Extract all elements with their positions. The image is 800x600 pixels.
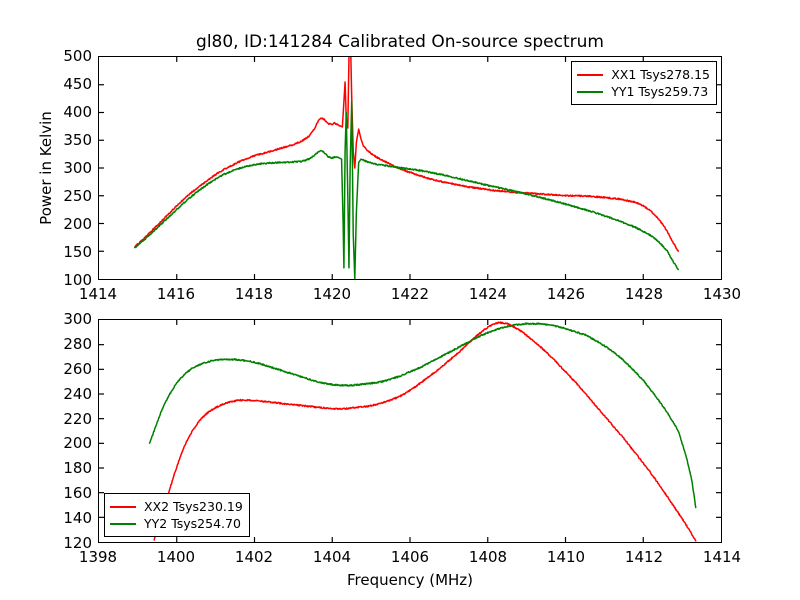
legend-swatch-xx1 (577, 73, 604, 76)
y-tick-label: 400 (63, 103, 92, 121)
x-tick-label: 1402 (234, 548, 274, 566)
y-tick-label: 140 (63, 509, 92, 528)
series-group (135, 57, 678, 279)
x-tick-label: 1412 (624, 548, 664, 566)
bottom-spectrum-plot (99, 320, 721, 542)
x-tick-label: 1404 (312, 548, 352, 566)
y-tick-label: 200 (63, 434, 92, 453)
legend-item-xx1: XX1 Tsys278.15 (577, 66, 710, 83)
y-tick-label: 260 (63, 359, 92, 378)
x-tick-label: 1418 (234, 285, 274, 303)
y-tick-label: 450 (63, 75, 92, 93)
y-tick-label: 220 (63, 409, 92, 428)
x-tick-label: 1410 (546, 548, 586, 566)
x-tick-label: 1414 (702, 548, 742, 566)
bottom-legend: XX2 Tsys230.19 YY2 Tsys254.70 (104, 493, 250, 537)
y-tick-label: 160 (63, 484, 92, 503)
x-tick-label: 1426 (546, 285, 586, 303)
x-tick-label: 1408 (468, 548, 508, 566)
legend-item-yy2: YY2 Tsys254.70 (110, 515, 243, 532)
y-tick-label: 350 (63, 131, 92, 149)
page-title: gl80, ID:141284 Calibrated On-source spe… (196, 32, 604, 52)
legend-swatch-xx2 (110, 505, 136, 508)
x-tick-label: 1420 (312, 285, 352, 303)
legend-swatch-yy2 (110, 522, 136, 525)
x-tick-label: 1430 (702, 285, 742, 303)
y-tick-label: 100 (63, 271, 92, 289)
y-tick-label: 200 (63, 215, 92, 233)
y-tick-label: 300 (63, 310, 92, 328)
x-tick-label: 1422 (390, 285, 430, 303)
x-tick-label: 1398 (78, 548, 118, 566)
legend-label-yy2: YY2 Tsys254.70 (144, 516, 241, 531)
legend-label-yy1: YY1 Tsys259.73 (611, 84, 709, 99)
x-tick-label: 1406 (390, 548, 430, 566)
series-line-xx2 (154, 322, 696, 541)
series-group (150, 322, 696, 541)
top-legend: XX1 Tsys278.15 YY1 Tsys259.73 (571, 61, 717, 105)
legend-label-xx2: XX2 Tsys230.19 (144, 499, 243, 514)
x-tick-label: 1424 (468, 285, 508, 303)
series-line-yy1 (135, 101, 678, 279)
legend-label-xx1: XX1 Tsys278.15 (611, 67, 710, 82)
x-tick-label: 1428 (624, 285, 664, 303)
y-tick-label: 280 (63, 334, 92, 353)
legend-item-xx2: XX2 Tsys230.19 (110, 498, 243, 515)
y-tick-label: 180 (63, 459, 92, 478)
x-tick-label: 1400 (156, 548, 196, 566)
legend-item-yy1: YY1 Tsys259.73 (577, 83, 710, 100)
y-tick-label: 300 (63, 159, 92, 177)
legend-swatch-yy1 (577, 90, 604, 93)
top-spectrum-axes: XX1 Tsys278.15 YY1 Tsys259.73 (98, 56, 722, 280)
y-tick-label: 150 (63, 243, 92, 261)
y-tick-label: 120 (63, 534, 92, 552)
y-tick-label: 500 (63, 47, 92, 65)
x-tick-label: 1414 (78, 285, 118, 303)
y-tick-label: 250 (63, 187, 92, 205)
series-line-xx1 (135, 57, 678, 251)
top-spectrum-plot (99, 57, 721, 279)
x-tick-label: 1416 (156, 285, 196, 303)
series-line-yy2 (150, 323, 696, 507)
y-tick-label: 240 (63, 384, 92, 403)
bottom-spectrum-axes: XX2 Tsys230.19 YY2 Tsys254.70 (98, 319, 722, 543)
x-axis-label: Frequency (MHz) (346, 571, 474, 589)
